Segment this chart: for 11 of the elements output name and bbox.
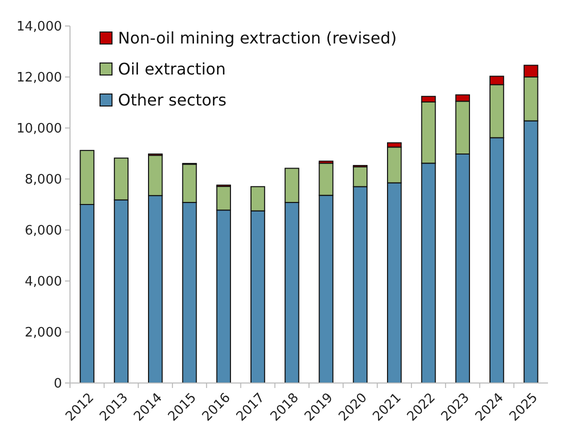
y-tick-label: 6,000 xyxy=(24,224,62,239)
y-tick-label: 8,000 xyxy=(24,172,62,188)
y-tick-label: 4,000 xyxy=(24,274,62,290)
y-tick-label: 12,000 xyxy=(16,70,62,86)
legend-label: Other sectors xyxy=(118,90,226,110)
y-tick-label: 0 xyxy=(54,376,62,392)
y-tick-label: 10,000 xyxy=(16,122,62,137)
y-tick-label: 2,000 xyxy=(24,326,62,341)
y-tick-label: 14,000 xyxy=(16,20,62,35)
legend-label: Non-oil mining extraction (revised) xyxy=(118,28,397,48)
legend-label: Oil extraction xyxy=(118,60,226,79)
